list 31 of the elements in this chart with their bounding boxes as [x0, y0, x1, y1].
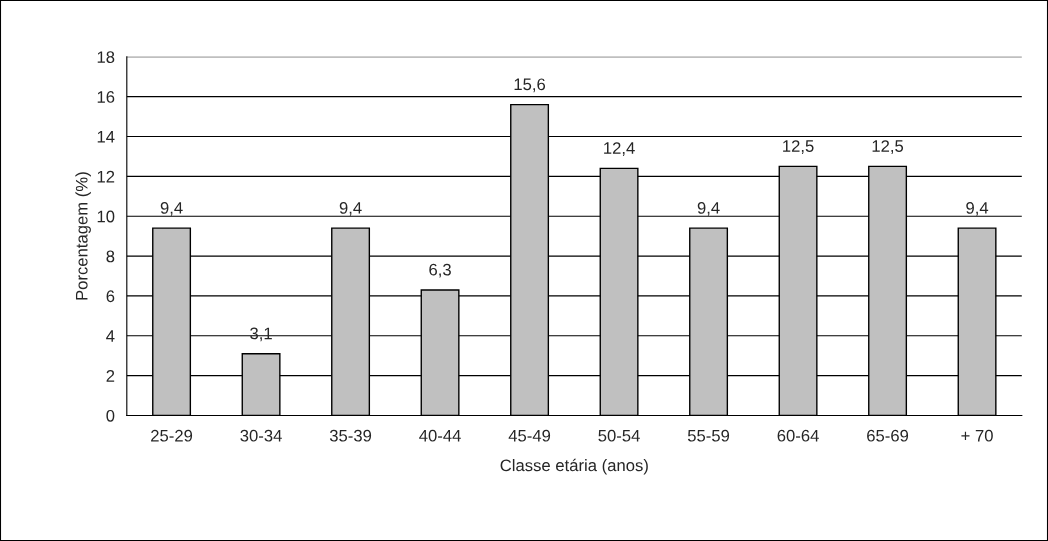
x-tick-label: 30-34 — [240, 429, 282, 442]
y-tick-label: 4 — [106, 330, 115, 342]
data-label: 9,4 — [966, 201, 989, 216]
y-tick-label: 0 — [106, 409, 115, 422]
data-label: 9,4 — [697, 201, 720, 216]
x-tick-label: 60-64 — [777, 429, 819, 442]
x-tick-label: 45-49 — [508, 429, 551, 442]
data-label: 6,3 — [429, 263, 451, 278]
y-tick-label: 12 — [97, 170, 115, 183]
x-tick-label: 50-54 — [598, 429, 640, 442]
data-label: 12,5 — [872, 140, 904, 154]
y-tick-label: 16 — [97, 91, 115, 103]
y-tick-label: 6 — [106, 290, 115, 303]
x-tick-label: 40-44 — [419, 429, 461, 442]
x-axis-title: Classe etária (anos) — [500, 458, 648, 475]
y-tick-label: 2 — [106, 370, 115, 382]
x-tick-label: 35-39 — [329, 429, 372, 442]
data-label: 15,6 — [514, 78, 546, 93]
data-label: 9,4 — [339, 201, 362, 216]
y-tick-label: 18 — [97, 51, 115, 64]
x-tick-label: 55-59 — [687, 429, 730, 442]
y-axis-title: Porcentagem (%) — [75, 172, 91, 300]
x-tick-label: 65-69 — [867, 429, 909, 442]
y-tick-label: 14 — [97, 131, 115, 143]
y-tick-label: 8 — [106, 250, 115, 263]
data-label: 12,4 — [604, 142, 635, 156]
x-tick-label: 25-29 — [151, 429, 193, 442]
data-label: 12,5 — [783, 140, 814, 154]
x-tick-label: + 70 — [961, 429, 993, 442]
y-tick-label: 10 — [97, 210, 115, 223]
data-label: 9,4 — [160, 201, 183, 216]
